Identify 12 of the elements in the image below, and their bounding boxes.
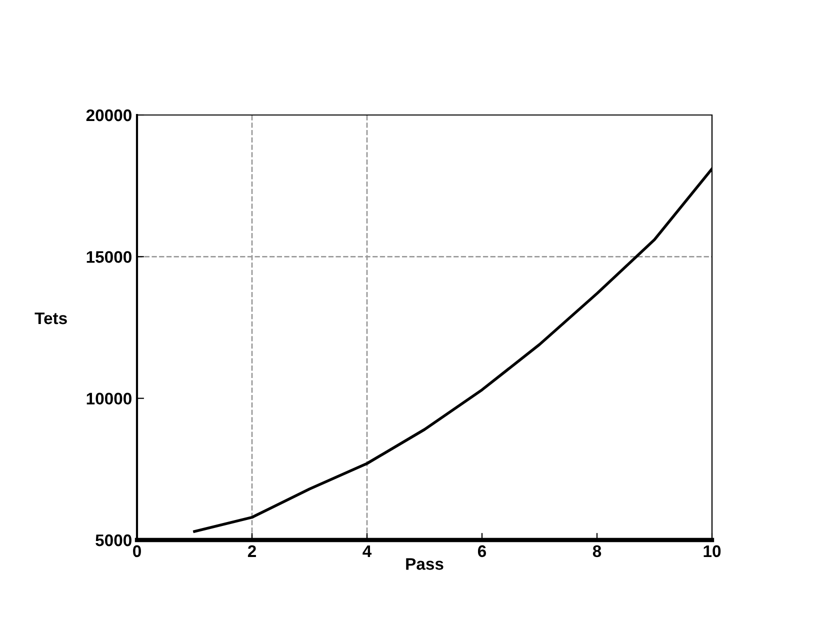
y-tick-label: 5000	[96, 534, 132, 546]
y-tick-label: 20000	[86, 109, 132, 122]
y-tick-label: 10000	[86, 392, 132, 405]
x-tick-label: 4	[362, 545, 372, 557]
x-tick-label: 8	[592, 545, 602, 558]
x-axis-title: Pass	[406, 558, 444, 570]
x-tick-label: 10	[704, 545, 721, 558]
y-tick-label: 15000	[86, 251, 132, 263]
y-axis-title: Tets	[34, 312, 67, 324]
x-tick-label: 0	[133, 545, 141, 558]
x-tick-label: 2	[248, 545, 256, 557]
x-tick-label: 6	[478, 545, 486, 558]
